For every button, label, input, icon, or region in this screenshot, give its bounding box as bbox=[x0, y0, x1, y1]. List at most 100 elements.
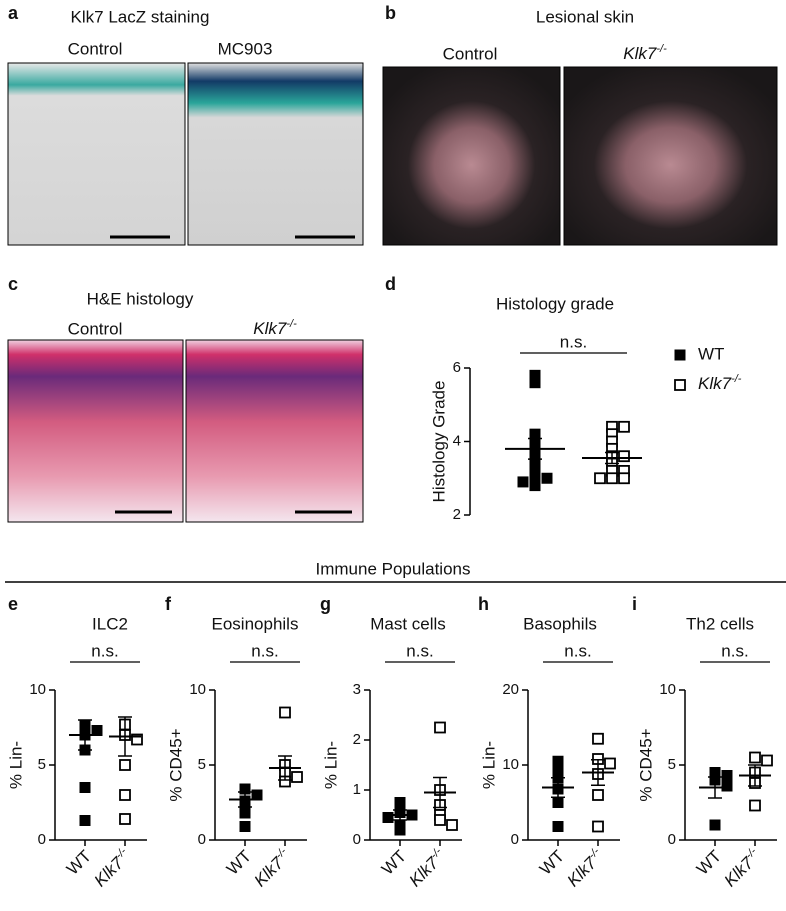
chart: d Histology grade Histology Grade 2 4 6 n.s. WT… bbox=[385, 274, 742, 523]
section-title: Immune Populations bbox=[316, 559, 471, 578]
image bbox=[563, 66, 778, 246]
y-tick-label: 5 bbox=[668, 756, 676, 773]
data-point bbox=[239, 821, 251, 832]
error-bar bbox=[528, 437, 542, 460]
data-point bbox=[606, 472, 618, 485]
legend-label: Klk7-/- bbox=[698, 373, 742, 394]
y-tick-label: 5 bbox=[38, 756, 46, 773]
panel-title: Lesional skin bbox=[536, 7, 634, 26]
image bbox=[382, 66, 561, 246]
error-bar bbox=[748, 764, 762, 787]
data-point bbox=[529, 480, 541, 492]
panel-letter: g bbox=[320, 594, 331, 614]
y-axis-label: Histology Grade bbox=[429, 381, 448, 503]
data-point bbox=[749, 799, 761, 812]
data-point bbox=[434, 721, 446, 734]
chart-title: Mast cells bbox=[370, 614, 446, 633]
data-point bbox=[446, 819, 458, 831]
chart-title: ILC2 bbox=[92, 614, 128, 633]
panel-letter: i bbox=[632, 594, 637, 614]
image-label: Control bbox=[443, 44, 498, 63]
data-point bbox=[592, 789, 604, 801]
y-tick-label: 2 bbox=[453, 506, 461, 523]
data-point bbox=[709, 819, 721, 831]
annotation: n.s. bbox=[560, 332, 587, 351]
image-label: Control bbox=[68, 319, 123, 338]
y-tick-label: 10 bbox=[29, 681, 46, 698]
data-point bbox=[529, 377, 541, 389]
panel-letter: f bbox=[165, 594, 172, 614]
y-axis-label: % Lin- bbox=[321, 741, 340, 789]
panel-title: Klk7 LacZ staining bbox=[71, 7, 210, 26]
legend-marker bbox=[674, 349, 686, 361]
legend-label: WT bbox=[698, 344, 724, 363]
annotation: n.s. bbox=[251, 641, 278, 660]
data-point bbox=[761, 754, 773, 767]
data-point bbox=[119, 759, 131, 771]
data-point bbox=[618, 472, 630, 485]
x-tick-label: WT bbox=[693, 847, 725, 879]
y-tick-label: 20 bbox=[502, 681, 519, 698]
y-tick-label: 10 bbox=[502, 756, 519, 773]
image bbox=[7, 62, 186, 246]
chart-title: Eosinophils bbox=[212, 614, 299, 633]
panel-letter: a bbox=[8, 3, 19, 23]
legend-marker bbox=[674, 379, 686, 391]
error-bar bbox=[238, 791, 252, 808]
x-tick-label: Klk7-/- bbox=[90, 845, 136, 891]
annotation: n.s. bbox=[721, 641, 748, 660]
panel-letter: b bbox=[385, 3, 396, 23]
y-tick-label: 6 bbox=[453, 359, 461, 376]
y-tick-label: 0 bbox=[38, 831, 46, 848]
y-tick-label: 0 bbox=[198, 831, 206, 848]
data-point bbox=[721, 770, 733, 781]
y-axis-label: % CD45+ bbox=[636, 728, 655, 801]
error-bar bbox=[591, 759, 605, 786]
y-tick-label: 0 bbox=[353, 831, 361, 848]
data-point bbox=[592, 732, 604, 745]
data-point bbox=[618, 420, 630, 433]
image-label: MC903 bbox=[218, 39, 273, 58]
data-point bbox=[592, 820, 604, 833]
y-tick-label: 0 bbox=[668, 831, 676, 848]
data-point bbox=[721, 780, 733, 792]
data-point bbox=[552, 821, 564, 832]
image-label: Control bbox=[68, 39, 123, 58]
y-axis-label: % Lin- bbox=[479, 741, 498, 789]
chart-title: Histology grade bbox=[496, 294, 614, 313]
y-tick-label: 10 bbox=[189, 681, 206, 698]
image bbox=[185, 339, 364, 523]
data-point bbox=[552, 797, 564, 808]
panel-letter: d bbox=[385, 274, 396, 294]
data-point bbox=[119, 789, 131, 801]
y-tick-label: 5 bbox=[198, 756, 206, 773]
x-tick-label: Klk7-/- bbox=[720, 845, 766, 891]
data-point bbox=[382, 812, 394, 823]
y-axis-label: % Lin- bbox=[6, 741, 25, 789]
error-bar bbox=[393, 809, 407, 821]
data-point bbox=[517, 476, 529, 488]
y-tick-label: 1 bbox=[353, 781, 361, 798]
data-point bbox=[279, 706, 291, 719]
image bbox=[187, 62, 364, 246]
y-axis-label: % CD45+ bbox=[166, 728, 185, 801]
data-point bbox=[291, 771, 303, 783]
y-tick-label: 2 bbox=[353, 731, 361, 748]
image bbox=[7, 339, 184, 523]
panel-letter: h bbox=[478, 594, 489, 614]
error-bar bbox=[278, 755, 292, 781]
error-bar bbox=[78, 719, 92, 751]
data-point bbox=[394, 797, 406, 808]
data-point bbox=[594, 472, 606, 485]
error-bar bbox=[551, 777, 565, 798]
annotation: n.s. bbox=[406, 641, 433, 660]
data-point bbox=[541, 472, 553, 484]
error-bar bbox=[118, 716, 132, 757]
y-tick-label: 0 bbox=[511, 831, 519, 848]
image-label: Klk7-/- bbox=[253, 318, 297, 339]
